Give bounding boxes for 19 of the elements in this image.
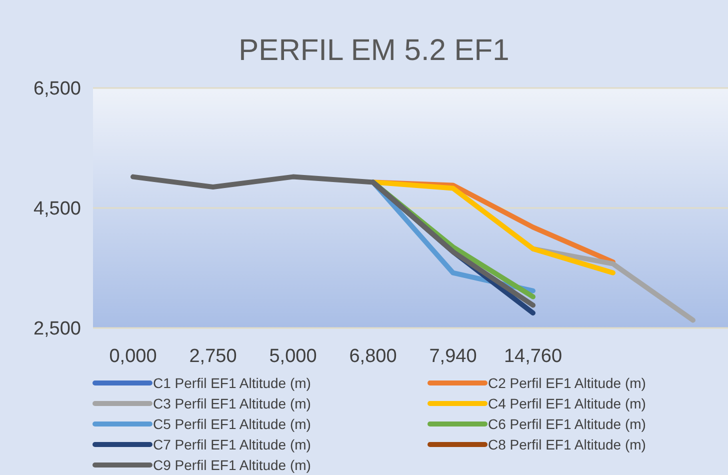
y-tick-label: 6,500 [33, 78, 81, 100]
x-tick-label: 2,750 [189, 346, 237, 367]
legend-label: C3 Perfil EF1 Altitude (m) [153, 395, 311, 412]
legend-label: C6 Perfil EF1 Altitude (m) [488, 416, 646, 432]
legend-label: C8 Perfil EF1 Altitude (m) [488, 436, 646, 452]
x-tick-label: 14,760 [504, 346, 562, 367]
legend-label: C2 Perfil EF1 Altitude (m) [488, 374, 646, 391]
chart-title: PERFIL EM 5.2 EF1 [238, 34, 510, 67]
legend-label: C9 Perfil EF1 Altitude (m) [153, 456, 311, 473]
x-tick-label: 5,000 [269, 346, 317, 367]
legend-label: C4 Perfil EF1 Altitude (m) [488, 395, 646, 412]
x-tick-label: 0,000 [109, 346, 157, 367]
legend-label: C1 Perfil EF1 Altitude (m) [153, 374, 311, 391]
x-tick-label: 6,800 [349, 346, 397, 367]
y-tick-label: 2,500 [33, 318, 81, 340]
x-tick-label: 7,940 [429, 346, 477, 367]
legend-label: C7 Perfil EF1 Altitude (m) [153, 436, 311, 452]
legend-label: C5 Perfil EF1 Altitude (m) [153, 416, 311, 432]
y-tick-label: 4,500 [33, 198, 81, 220]
